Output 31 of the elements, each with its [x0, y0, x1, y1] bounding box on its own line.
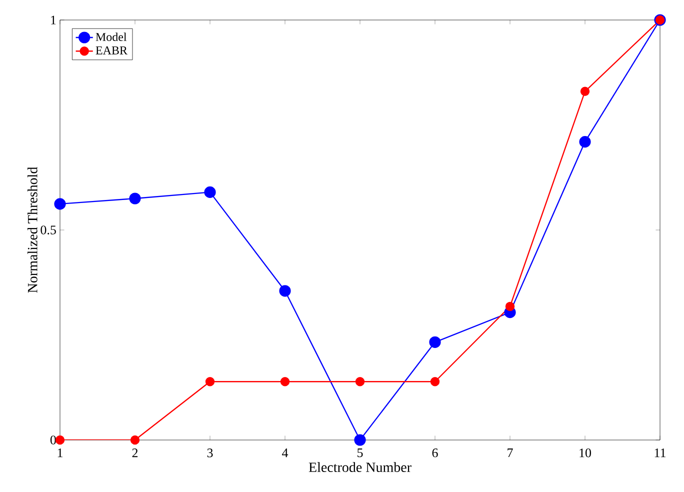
point — [204, 186, 216, 198]
x-tick-label: 6 — [432, 448, 438, 458]
x-axis-title: Electrode Number — [308, 462, 412, 472]
point — [580, 86, 590, 96]
point — [55, 435, 65, 445]
legend-label: Model — [96, 32, 127, 42]
point — [579, 136, 591, 148]
point — [355, 377, 365, 386]
y-tick-label: 0 — [50, 436, 56, 444]
x-tick-label: 5 — [358, 448, 363, 458]
point — [205, 377, 215, 386]
y-tick-label: 1 — [51, 16, 56, 24]
point — [279, 285, 291, 297]
point — [354, 434, 366, 446]
point — [429, 336, 441, 348]
y-axis-title: Normalized Threshold — [27, 166, 38, 293]
legend-label: EABR — [96, 46, 128, 54]
point — [130, 435, 140, 445]
x-tick-label: 11 — [654, 448, 666, 458]
x-tick-label: 4 — [282, 448, 288, 458]
x-tick-label: 3 — [207, 448, 213, 458]
x-tick-label: 1 — [58, 448, 62, 458]
point — [129, 192, 141, 204]
point — [54, 198, 66, 210]
y-tick-label: 0.5 — [40, 226, 56, 234]
point — [430, 377, 440, 386]
x-tick-label: 7 — [508, 448, 513, 458]
point — [280, 377, 290, 386]
x-tick-label: 2 — [132, 448, 138, 458]
x-tick-label: 10 — [580, 448, 592, 458]
point — [505, 302, 515, 312]
